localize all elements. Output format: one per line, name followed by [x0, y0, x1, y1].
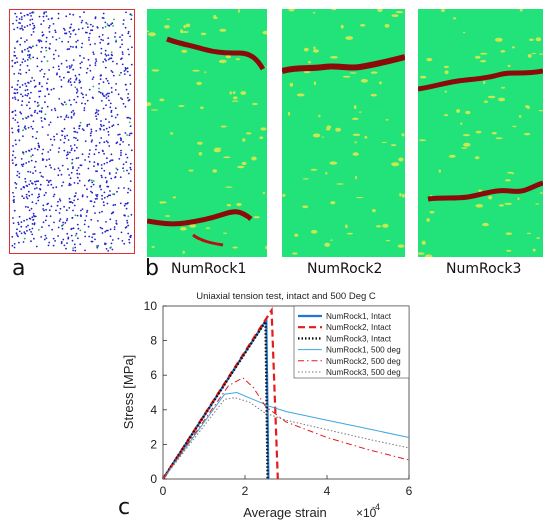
- x-tick-label: 4: [324, 484, 331, 498]
- y-tick-label: 2: [150, 437, 157, 451]
- map-label-numrock1: NumRock1: [171, 261, 247, 277]
- panel-a-letter: a: [12, 256, 26, 281]
- fracture-map-numrock3: [418, 9, 543, 257]
- x-tick-label: 0: [160, 484, 167, 498]
- legend-label-4: NumRock1, 500 deg: [326, 346, 401, 355]
- chart-title: Uniaxial tension test, intact and 500 De…: [196, 291, 376, 302]
- legend-label-3: NumRock3, Intact: [326, 334, 392, 343]
- legend: NumRock1, Intact NumRock2, Intact NumRock3…: [293, 305, 410, 379]
- series-line-4: [162, 391, 410, 480]
- particle-model-image: [9, 9, 135, 254]
- fracture-map-numrock2: [282, 9, 405, 257]
- legend-label-2: NumRock2, Intact: [326, 323, 392, 332]
- x-tick-label: 2: [242, 484, 249, 498]
- legend-label-6: NumRock3, 500 deg: [326, 368, 401, 377]
- y-tick-label: 6: [150, 368, 157, 382]
- x-exponent-base: ×10: [356, 506, 377, 520]
- legend-label-5: NumRock2, 500 deg: [326, 357, 401, 366]
- series-line-5: [162, 377, 410, 480]
- panel-b-letter: b: [145, 256, 159, 281]
- legend-label-1: NumRock1, Intact: [326, 312, 392, 321]
- y-axis-label: Stress [MPa]: [121, 355, 136, 429]
- x-exponent-power: -4: [372, 502, 380, 512]
- x-axis-label: Average strain: [243, 505, 327, 520]
- x-tick-label: 6: [406, 484, 413, 498]
- y-tick-label: 4: [150, 403, 157, 417]
- y-tick-label: 8: [150, 334, 157, 348]
- y-tick-label: 0: [150, 472, 157, 486]
- map-label-numrock3: NumRock3: [446, 261, 522, 277]
- fracture-map-numrock1: [147, 9, 267, 257]
- y-tick-label: 10: [144, 299, 158, 313]
- panel-c-letter: c: [118, 495, 131, 520]
- map-label-numrock2: NumRock2: [307, 261, 383, 277]
